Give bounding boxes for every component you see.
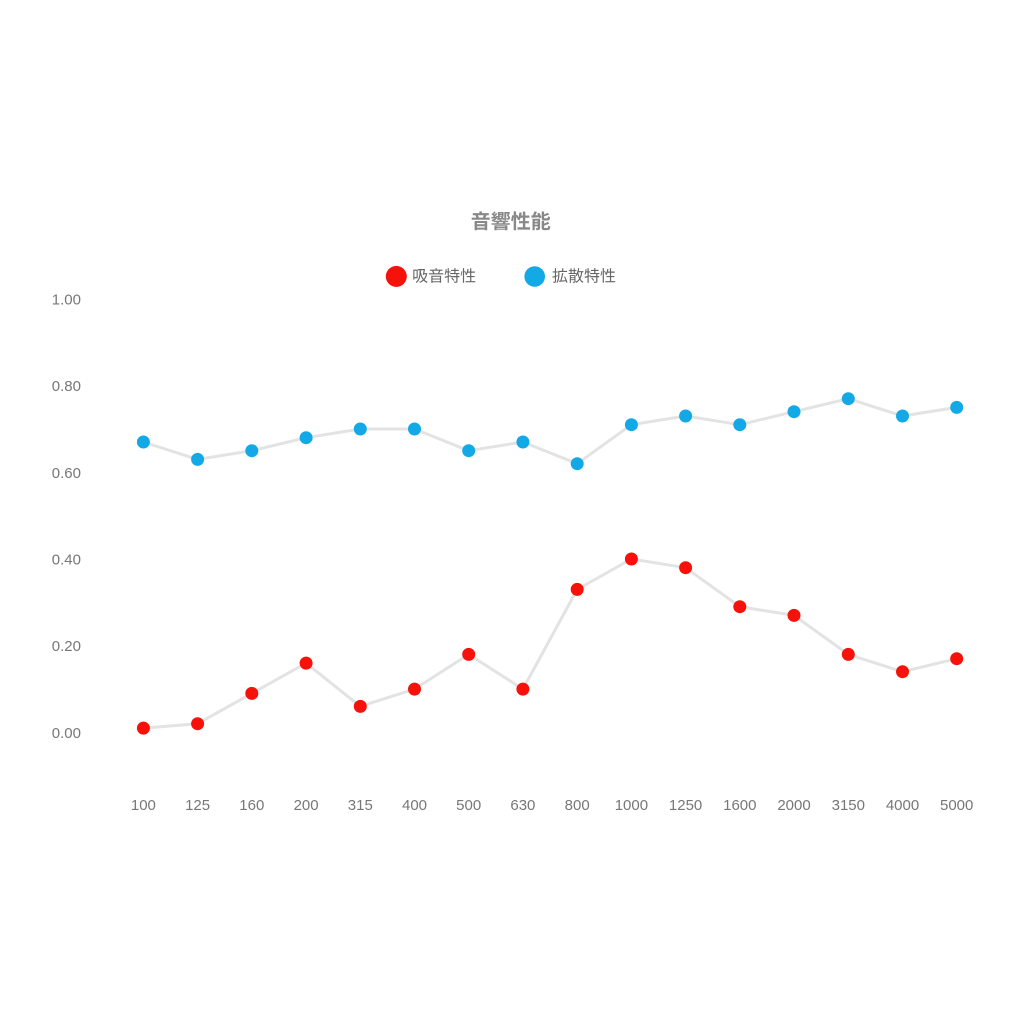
svg-text:500: 500	[456, 797, 481, 814]
svg-text:400: 400	[402, 797, 427, 814]
svg-text:1600: 1600	[723, 797, 756, 814]
svg-text:0.20: 0.20	[52, 638, 81, 655]
svg-text:0.60: 0.60	[52, 465, 81, 482]
svg-text:5000: 5000	[940, 797, 973, 814]
svg-text:4000: 4000	[886, 797, 919, 814]
svg-text:315: 315	[348, 797, 373, 814]
svg-text:0.80: 0.80	[52, 378, 81, 395]
svg-text:2000: 2000	[777, 797, 810, 814]
svg-text:3150: 3150	[832, 797, 865, 814]
svg-text:0.40: 0.40	[52, 551, 81, 568]
svg-text:200: 200	[294, 797, 319, 814]
svg-text:0.00: 0.00	[52, 725, 81, 742]
svg-text:160: 160	[239, 797, 264, 814]
svg-text:1000: 1000	[615, 797, 648, 814]
svg-text:800: 800	[565, 797, 590, 814]
svg-text:1250: 1250	[669, 797, 702, 814]
svg-text:125: 125	[185, 797, 210, 814]
svg-text:100: 100	[131, 797, 156, 814]
svg-text:630: 630	[510, 797, 535, 814]
svg-text:1.00: 1.00	[52, 291, 81, 308]
